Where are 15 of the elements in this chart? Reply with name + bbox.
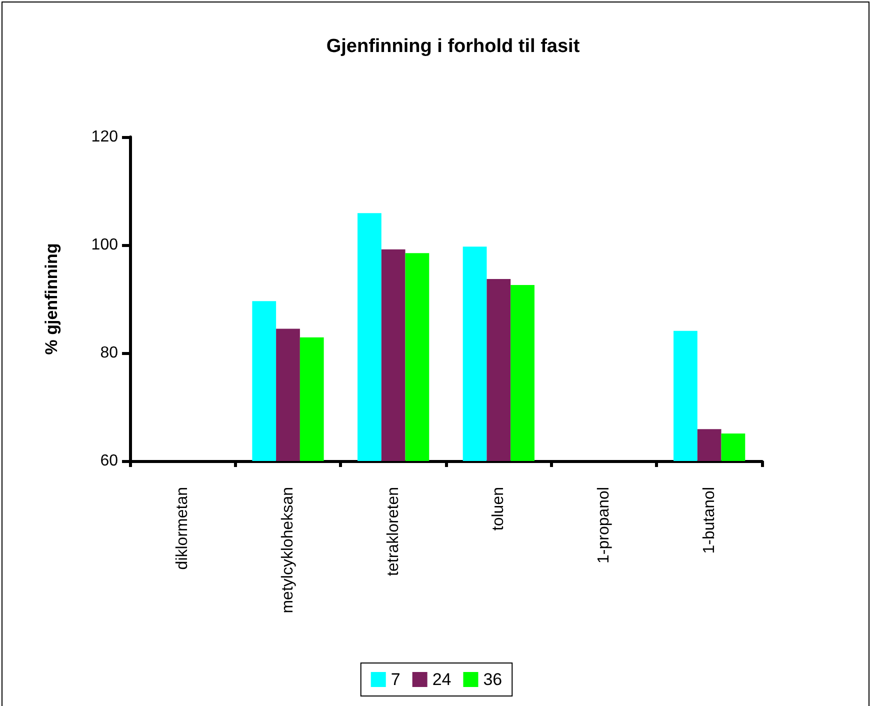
- y-tick-label: 80: [100, 344, 118, 362]
- legend-label: 36: [483, 670, 502, 689]
- x-tick-label: 1-propanol: [596, 487, 612, 564]
- x-tick-label: diklormetan: [174, 487, 192, 570]
- y-tick-label: 120: [91, 128, 118, 146]
- legend-label: 24: [432, 670, 452, 689]
- x-tick-label: toluen: [490, 487, 508, 531]
- x-tick-label: 1-butanol: [700, 487, 718, 554]
- x-tick-label: metylcykloheksan: [280, 487, 296, 614]
- y-tick-label: 100: [91, 236, 118, 254]
- x-tick-label: tetrakloreten: [384, 487, 402, 576]
- y-tick-label: 60: [100, 452, 118, 470]
- y-axis-title: % gjenfinning: [42, 243, 61, 355]
- legend-label: 7: [390, 670, 400, 689]
- chart-title: Gjenfinning i forhold til fasit: [326, 36, 580, 57]
